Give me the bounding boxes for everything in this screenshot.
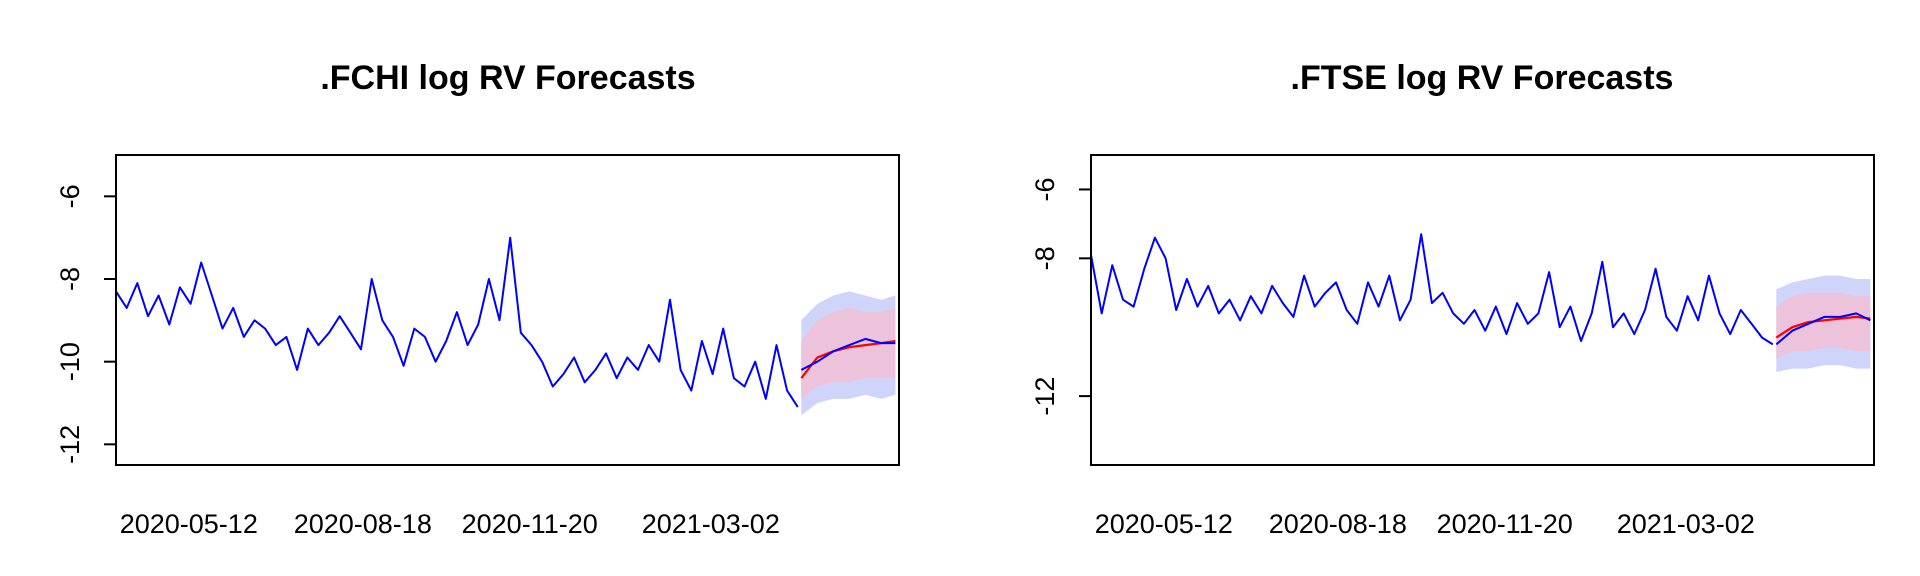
forecast-bands [801, 291, 896, 416]
forecast-realized-line [800, 337, 896, 371]
fchi-chart: .FCHI log RV Forecasts -6 -8 -10 -12 2020-0… [55, 59, 900, 539]
plot-frame [115, 154, 900, 466]
chart-title: .FCHI log RV Forecasts [320, 59, 695, 97]
forecast-band-inner [801, 307, 896, 399]
forecast-bands [1776, 275, 1871, 372]
y-tick-label: -8 [1030, 246, 1060, 270]
ftse-chart: .FTSE log RV Forecasts -6 -8 -12 2020-05-1… [1030, 59, 1875, 539]
x-tick-label: 2020-08-18 [1269, 509, 1407, 539]
history-line [115, 236, 799, 408]
x-tick-label: 2020-05-12 [1095, 509, 1233, 539]
y-tick-label: -12 [55, 425, 85, 464]
history-line [1090, 233, 1774, 346]
forecast-band-inner [1776, 292, 1871, 359]
y-tick-label: -6 [55, 184, 85, 208]
x-tick-label: 2020-08-18 [294, 509, 432, 539]
y-axis: -6 -8 -12 [1030, 177, 1091, 416]
x-axis: 2020-05-12 2020-08-18 2020-11-20 2021-03-02 [1095, 509, 1755, 539]
x-tick-label: 2021-03-02 [1617, 509, 1755, 539]
y-axis: -6 -8 -10 -12 [55, 184, 116, 464]
y-tick-label: -10 [55, 342, 85, 381]
plot-frame [1090, 154, 1875, 466]
series-lines [115, 236, 896, 408]
y-tick-label: -12 [1030, 377, 1060, 416]
x-tick-label: 2020-11-20 [462, 509, 598, 539]
series-lines [1090, 233, 1871, 346]
chart-title: .FTSE log RV Forecasts [1291, 59, 1674, 97]
x-axis: 2020-05-12 2020-08-18 2020-11-20 2021-03-02 [120, 509, 780, 539]
x-tick-label: 2021-03-02 [642, 509, 780, 539]
forecast-mean-line [1775, 315, 1871, 339]
forecast-realized-line [1775, 312, 1871, 346]
y-tick-label: -6 [1030, 177, 1060, 201]
y-tick-label: -8 [55, 267, 85, 291]
x-tick-label: 2020-05-12 [120, 509, 258, 539]
x-tick-label: 2020-11-20 [1437, 509, 1573, 539]
